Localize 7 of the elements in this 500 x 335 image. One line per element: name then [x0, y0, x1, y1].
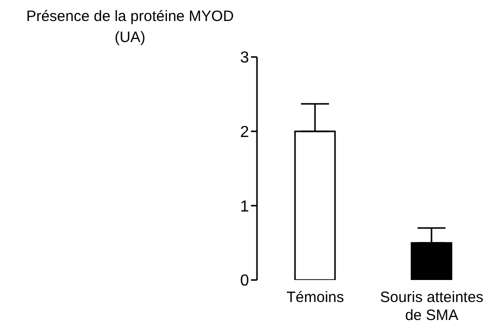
y-tick-label: 0	[240, 272, 250, 290]
y-tick-label: 1	[240, 198, 250, 216]
y-tick-label: 2	[240, 124, 250, 142]
y-tick-label: 3	[240, 50, 250, 67]
x-tick-label: Témoins	[286, 289, 344, 306]
y-axis-title: Présence de la protéine MYOD (UA)	[25, 7, 235, 48]
x-tick-label: Souris atteintes de SMA	[380, 289, 484, 324]
